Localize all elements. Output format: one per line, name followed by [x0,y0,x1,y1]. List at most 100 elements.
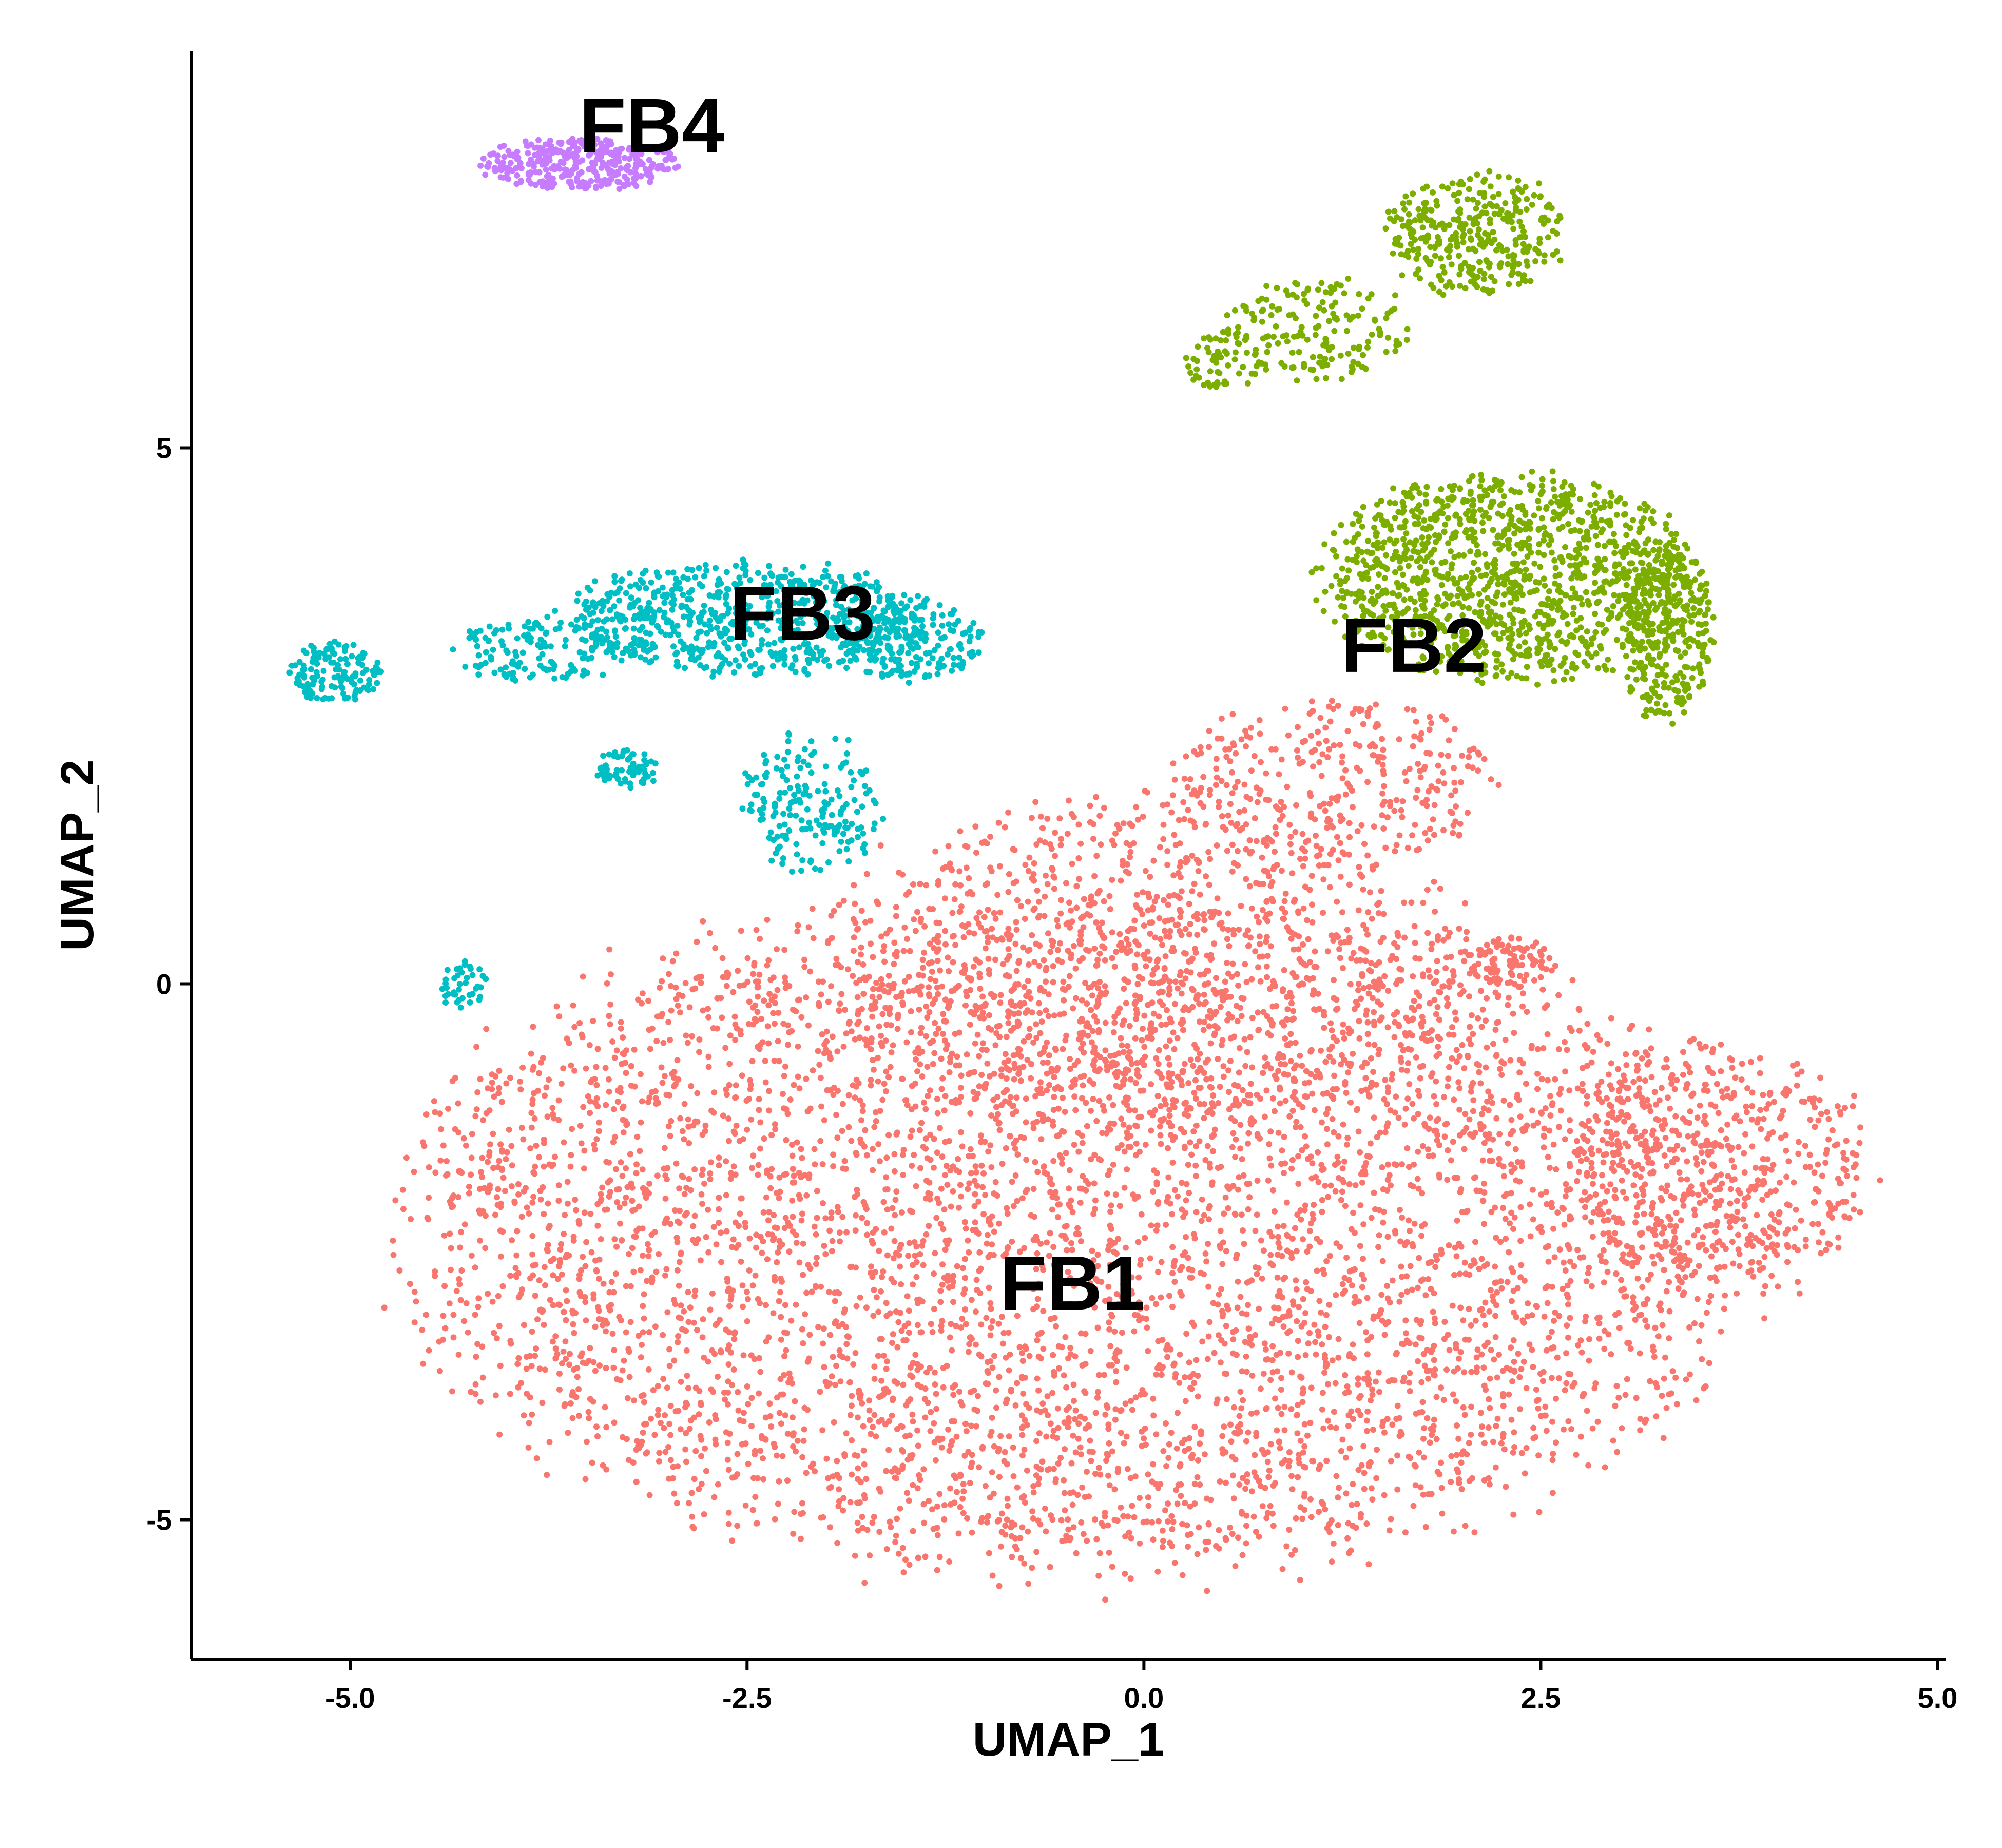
point-fb1 [1293,1286,1300,1293]
point-fb1 [974,1031,981,1038]
point-fb1 [836,1498,842,1505]
point-fb1 [998,1072,1005,1079]
point-fb1 [1342,1081,1349,1088]
point-fb1 [1691,1320,1698,1326]
point-fb1 [835,1503,842,1510]
point-fb1 [1404,1239,1411,1245]
point-fb1 [570,1310,576,1317]
point-fb1 [452,1126,458,1132]
point-fb1 [532,1353,538,1359]
point-fb1 [917,1476,923,1483]
point-fb1 [1266,1467,1273,1474]
point-fb1 [1114,1517,1121,1524]
point-fb1 [737,1210,743,1217]
point-fb1 [1596,1335,1603,1342]
point-fb1 [939,1318,946,1324]
point-fb1 [955,1530,962,1537]
point-fb1 [867,1417,873,1423]
point-fb1 [848,1028,855,1035]
point-fb1 [1278,1387,1284,1393]
point-fb1 [1080,1041,1086,1047]
point-fb1 [782,1302,788,1308]
point-fb1 [1557,1107,1564,1114]
point-fb1 [1428,1491,1435,1497]
point-fb1 [1142,1425,1148,1432]
point-fb1 [1072,1107,1079,1113]
point-fb1 [900,1171,907,1178]
point-fb1 [1549,1490,1556,1496]
point-fb1 [655,1407,662,1413]
point-fb1 [1436,1171,1442,1178]
point-fb1 [1562,1267,1569,1274]
point-fb1 [469,1131,475,1138]
point-fb1 [726,1285,733,1292]
point-fb1 [812,1161,818,1168]
point-fb1 [1082,1361,1089,1367]
point-fb1 [466,1183,472,1190]
point-fb1 [1228,1438,1235,1445]
point-fb1 [994,1518,1001,1525]
point-fb1 [652,1095,659,1102]
point-fb1 [1196,1524,1202,1531]
point-fb1 [1215,1332,1222,1339]
point-fb1 [942,1046,949,1052]
point-fb1 [1226,1089,1232,1095]
point-fb1 [549,1338,556,1345]
point-fb1 [1030,1285,1037,1292]
point-fb1 [646,1246,652,1253]
point-fb1 [890,1042,896,1049]
point-fb1 [1245,1278,1252,1285]
point-fb1 [1602,1259,1609,1265]
point-fb1 [1500,1205,1507,1211]
point-fb1 [1442,926,1449,932]
point-fb1 [618,1317,624,1324]
point-fb1 [568,1062,574,1069]
point-fb1 [1194,993,1200,999]
point-fb1 [626,1250,632,1257]
point-fb1 [712,1412,719,1418]
point-fb1 [870,986,876,992]
point-fb1 [1338,939,1344,946]
point-fb1 [821,1117,827,1124]
point-fb1 [1355,907,1362,914]
point-fb1 [1456,1106,1463,1113]
point-fb1 [1508,1209,1515,1216]
point-fb1 [1285,1350,1292,1357]
point-fb1 [1524,1009,1530,1015]
point-fb1 [640,1185,646,1191]
point-fb1 [1201,1101,1207,1107]
point-fb1 [600,1322,606,1329]
point-fb1 [1190,1128,1197,1135]
point-fb1 [805,1262,812,1268]
point-fb1 [479,1173,486,1180]
point-fb1 [740,1352,747,1359]
point-fb1 [770,1010,777,1016]
point-fb1 [1413,1317,1420,1323]
point-fb1 [1481,1221,1487,1227]
point-fb1 [732,1036,739,1043]
point-fb1 [1265,1177,1272,1184]
point-fb1 [1182,975,1189,982]
point-fb1 [1200,1271,1207,1278]
point-fb1 [1505,1140,1511,1147]
point-fb1 [1217,1245,1224,1252]
point-fb1 [766,1209,773,1216]
point-fb1 [712,1436,719,1443]
point-fb1 [1218,1042,1225,1048]
point-fb1 [1165,1455,1172,1461]
point-fb1 [1006,871,1012,877]
point-fb1 [1014,897,1021,903]
point-fb1 [871,1286,877,1293]
point-fb1 [1453,1058,1460,1065]
point-fb1 [775,1009,782,1016]
point-fb1 [1091,1013,1098,1019]
point-fb1 [1639,1284,1646,1291]
point-fb1 [914,1068,921,1075]
point-fb1 [1272,1395,1278,1402]
point-fb1 [1701,1113,1708,1120]
point-fb1 [1357,1243,1363,1249]
point-fb1 [1326,1334,1332,1340]
point-fb1 [1044,1039,1050,1046]
point-fb1 [686,1176,692,1182]
point-fb1 [1520,1060,1527,1067]
